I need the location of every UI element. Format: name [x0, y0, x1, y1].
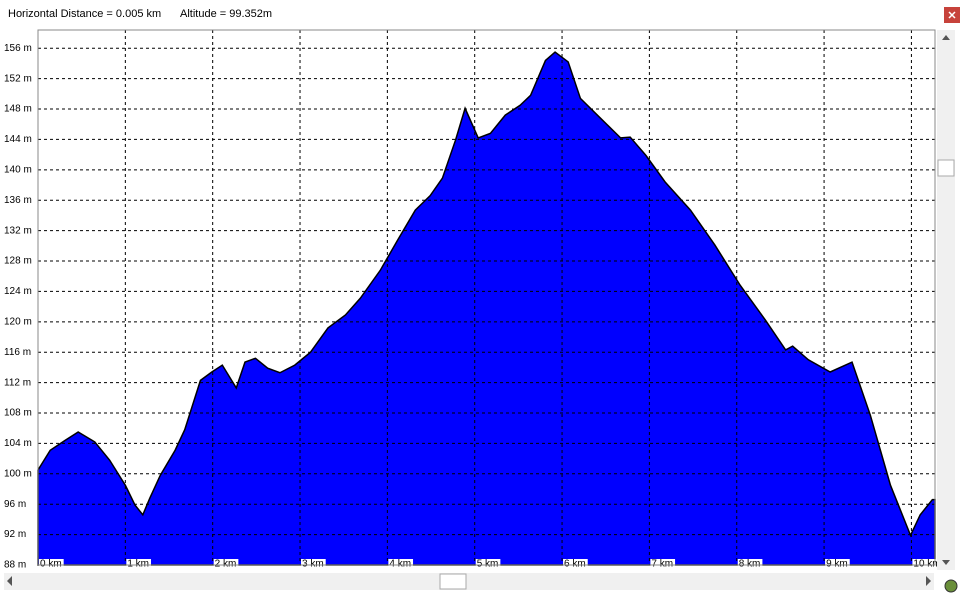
x-tick-label: 10 km [913, 559, 940, 570]
x-tick-label-bg [737, 559, 763, 569]
x-tick-label: 4 km [389, 559, 411, 570]
x-tick-label: 5 km [477, 559, 499, 570]
x-tick-label: 3 km [302, 559, 324, 570]
y-tick-label: 152 m [4, 73, 32, 84]
y-tick-label: 136 m [4, 195, 32, 206]
x-tick-label-bg [126, 559, 152, 569]
y-tick-label: 116 m [4, 347, 31, 358]
x-tick-label-bg [39, 559, 64, 569]
x-tick-label-bg [301, 559, 326, 569]
plot: 88 m 92 m 96 m 100 m 104 m 108 m 112 m 116 m 120… [4, 29, 943, 571]
x-tick-label: 7 km [651, 559, 673, 570]
y-tick-label: 128 m [4, 256, 32, 267]
v-scroll-down[interactable] [942, 560, 950, 565]
y-tick-label: 88 m [4, 560, 26, 571]
v-scroll-thumb[interactable] [937, 159, 955, 177]
x-tick-label-bg [650, 559, 676, 569]
close-button[interactable] [944, 7, 960, 23]
x-tick-label: 1 km [127, 559, 149, 570]
close-icon[interactable] [948, 11, 956, 19]
plot-border [37, 29, 936, 566]
y-tick-label: 140 m [4, 164, 32, 175]
h-scroll-left[interactable] [7, 576, 12, 586]
altitude-readout: Altitude = 99.352m [180, 8, 272, 20]
y-tick-label: 144 m [4, 134, 32, 145]
y-tick-label: 104 m [4, 438, 32, 449]
vertical-scrollbar[interactable] [937, 30, 955, 570]
y-tick-label: 132 m [4, 225, 32, 236]
x-tick-label-bg [912, 559, 943, 569]
x-tick-label-bg [825, 559, 850, 569]
elevation-area [37, 51, 936, 566]
y-tick-label: 120 m [4, 316, 32, 327]
horizontal-scrollbar[interactable] [4, 573, 934, 590]
h-scroll-thumb[interactable] [439, 573, 467, 590]
settings-icon[interactable] [944, 579, 958, 593]
x-tick-label-bg [388, 559, 414, 569]
x-tick-label-bg [475, 559, 501, 569]
h-scroll-track[interactable] [4, 573, 934, 590]
y-tick-label: 96 m [4, 499, 26, 510]
y-tick-label: 124 m [4, 286, 32, 297]
y-tick-label: 156 m [4, 43, 32, 54]
y-tick-label: 100 m [4, 468, 32, 479]
h-scroll-right[interactable] [926, 576, 931, 586]
x-tick-label: 2 km [215, 559, 237, 570]
x-tick-label-bg [213, 559, 239, 569]
y-tick-label: 112 m [4, 377, 31, 388]
distance-readout: Horizontal Distance = 0.005 km [8, 8, 161, 20]
v-scroll-up[interactable] [942, 35, 950, 40]
v-scroll-track[interactable] [937, 30, 955, 570]
y-tick-label: 92 m [4, 529, 26, 540]
x-tick-label: 9 km [826, 559, 848, 570]
x-tick-label: 8 km [739, 559, 761, 570]
settings-globe[interactable] [944, 579, 958, 593]
x-tick-label-bg [563, 559, 588, 569]
x-tick-label: 6 km [564, 559, 586, 570]
x-tick-label: 0 km [40, 559, 62, 570]
y-tick-label: 148 m [4, 104, 32, 115]
y-tick-label: 108 m [4, 408, 32, 419]
